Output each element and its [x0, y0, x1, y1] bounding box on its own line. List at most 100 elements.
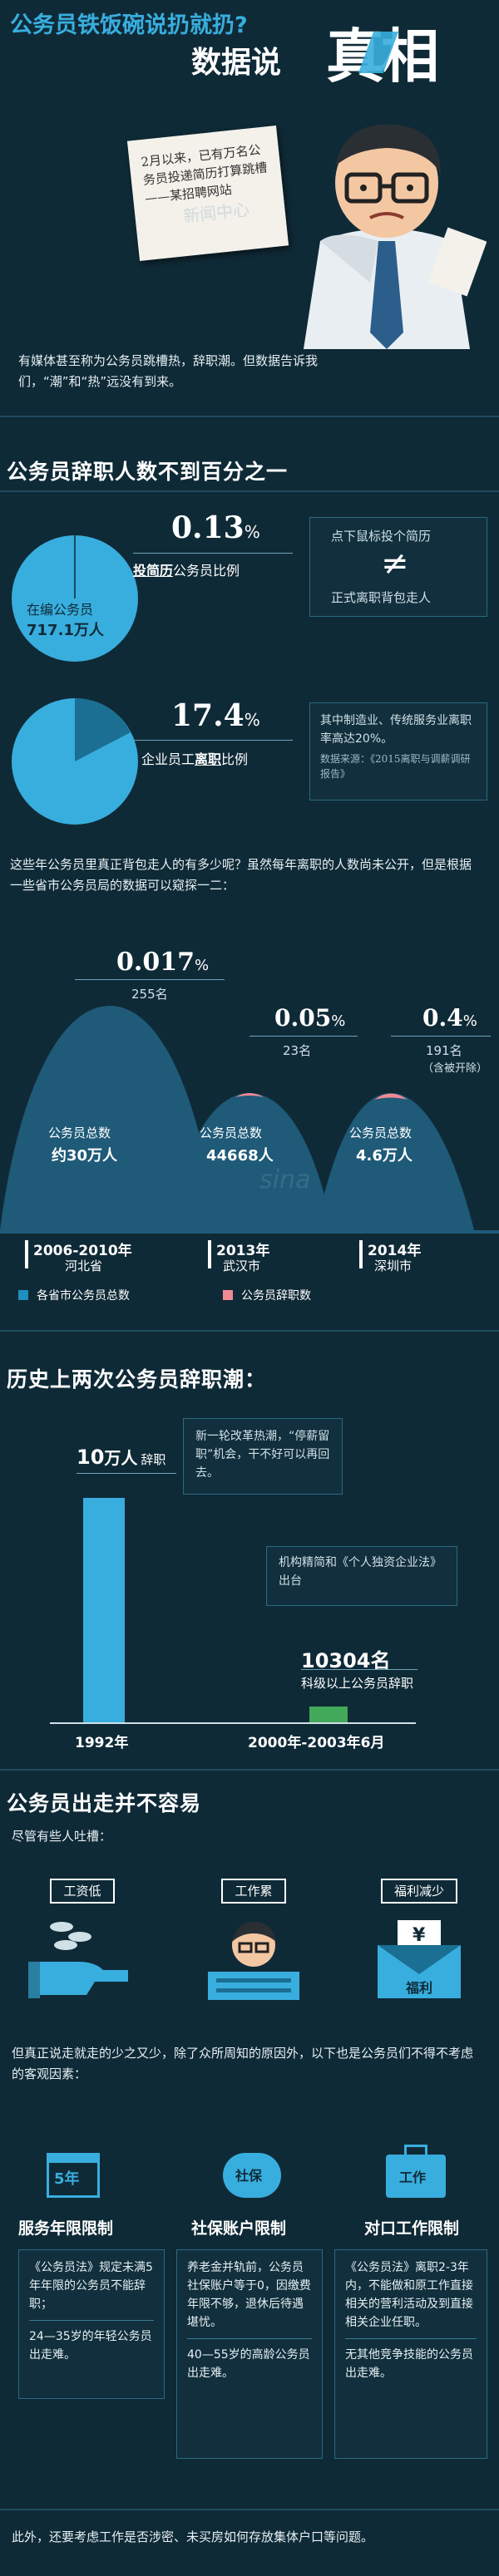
factor1-divider	[29, 2320, 154, 2321]
coins-hand-icon	[28, 1922, 128, 1998]
circle1-label2: 717.1万人	[27, 622, 104, 639]
place1: 河北省	[65, 1258, 103, 1273]
factor1-title: 服务年限限制	[18, 2219, 114, 2238]
legend-total-label: 各省市公务员总数	[37, 1289, 130, 1303]
year1: 2006-2010年	[33, 1243, 132, 1259]
stat1-desc-a: 投简历	[133, 563, 174, 579]
bar1-note-box: 新一轮改革热潮，“停薪留职”机会，干不好可以再回去。	[183, 1418, 343, 1495]
complaint-salary: 工资低	[25, 1879, 150, 2012]
compare-box	[309, 517, 487, 617]
civil-servant-circle	[12, 535, 138, 662]
bar1-line	[77, 1473, 176, 1474]
bar1-desc: 辞职	[141, 1452, 166, 1467]
stat1-underline	[133, 553, 293, 554]
peak3-count: 191名	[426, 1043, 462, 1058]
briefcase-handle	[404, 2145, 427, 2155]
bar1-value: 10	[77, 1446, 105, 1469]
bars-baseline	[50, 1722, 416, 1724]
peak2-count: 23名	[283, 1043, 312, 1058]
complaint-benefits: 福利减少 ¥ 福利	[358, 1879, 482, 2012]
total3-label: 公务员总数	[349, 1125, 413, 1140]
factor1-para2: 24—35岁的年轻公务员出走难。	[29, 2330, 152, 2362]
bar1-note: 新一轮改革热潮，“停薪留职”机会，干不好可以再回去。	[195, 1430, 330, 1480]
bar2-note-box: 机构精简和《个人独资企业法》出台	[266, 1546, 457, 1606]
header: 公务员铁饭碗说扔就扔? 数据说 真相 2月以来，已有万名公务员投递简历打算跳槽—…	[0, 0, 499, 389]
calendar-icon: 5年	[47, 2153, 100, 2198]
bar2-label: 2000年-2003年6月	[248, 1735, 385, 1751]
stat2-unit: %	[244, 710, 260, 730]
complaint-label: 福利减少	[381, 1879, 457, 1904]
peak2-pct-value: 0.05	[274, 1004, 332, 1032]
peak2-line	[250, 1036, 358, 1037]
peak2-pct-unit: %	[331, 1012, 346, 1030]
stat2-underline	[133, 740, 293, 741]
stat2-value: 17.4	[171, 698, 245, 733]
cartoon-official-icon	[304, 124, 487, 349]
calendar-text: 5年	[54, 2170, 80, 2188]
box1-text-b: 正式离职背包走人	[331, 590, 432, 605]
briefcase-text: 工作	[399, 2170, 427, 2185]
mountain-hebei	[0, 1006, 218, 1230]
stat2-desc-b: 离职	[195, 751, 222, 767]
tired-worker-icon	[208, 1922, 299, 2000]
divider	[0, 416, 499, 417]
stat1-value: 0.13	[171, 510, 245, 545]
stat1-desc-b: 公务员比例	[173, 563, 240, 579]
bar2-desc: 科级以上公务员辞职	[301, 1676, 414, 1691]
header-title-line2: 数据说	[191, 46, 282, 80]
legend-resign-label: 公务员辞职数	[241, 1289, 311, 1303]
peak3-line	[391, 1036, 491, 1037]
factor2-divider	[187, 2338, 312, 2339]
total3-value: 4.6万人	[356, 1147, 413, 1165]
factor1-box: 《公务员法》规定未满5年年限的公务员不能辞职； 24—35岁的年轻公务员出走难。	[18, 2249, 165, 2399]
stat1: 0.13%	[171, 510, 260, 545]
bar-1992	[83, 1498, 125, 1722]
complaint-tired: 工作累	[191, 1879, 316, 2012]
mountain-chart-svg	[0, 1006, 499, 1234]
paper-note-text: 2月以来，已有万名公务员投递简历打算跳槽——某招聘网站	[140, 142, 269, 206]
bar-2000-2003	[309, 1707, 348, 1722]
section2-title: 历史上两次公务员辞职潮：	[7, 1367, 267, 1391]
watermark: sina	[259, 1165, 311, 1194]
peak1-line	[75, 979, 225, 980]
total1-label: 公务员总数	[48, 1125, 111, 1140]
bar1-stat: 10万人 辞职	[77, 1445, 166, 1469]
year1-marker	[25, 1240, 28, 1268]
peak1-pct-value: 0.017	[116, 948, 195, 977]
factor3-para1: 《公务员法》离职2-3年内，不能做和原工作直接相关的营利活动及到直接相关企业任职…	[345, 2261, 473, 2329]
stat2-desc-c: 比例	[221, 751, 249, 767]
factor3-para2: 无其他竞争技能的公务员出走难。	[345, 2348, 473, 2380]
mountain-wuhan	[166, 1093, 333, 1230]
bar1-unit: 万人	[104, 1448, 138, 1468]
stat1-desc: 投简历公务员比例	[133, 559, 240, 579]
factor3-divider	[345, 2338, 477, 2339]
envelope-text: 福利	[406, 1980, 433, 1996]
stat2-desc-a: 企业员工	[141, 751, 195, 767]
factor3-box: 《公务员法》离职2-3年内，不能做和原工作直接相关的营利活动及到直接相关企业任职…	[334, 2249, 487, 2459]
peak1-pct-unit: %	[194, 957, 210, 974]
legend-total-swatch	[18, 1290, 28, 1300]
benefit-envelope-icon	[378, 1920, 461, 1998]
peak3-pct: 0.4%	[422, 1004, 477, 1032]
intro-text: 有媒体甚至称为公务员跳槽热，辞职潮。但数据告诉我们，“潮”和“热”远没有到来。	[18, 353, 319, 389]
not-equal-icon: ≠	[381, 544, 409, 583]
box1-text-a: 点下鼠标投个简历	[331, 529, 432, 544]
complaint-label: 工作累	[221, 1879, 286, 1904]
factor2-box: 养老金并轨前，公务员社保账户等于0，因缴费年限不够，退休后待遇堪忧。 40—55…	[176, 2249, 323, 2459]
year3: 2014年	[368, 1243, 422, 1259]
peak3-pct-value: 0.4	[422, 1004, 463, 1032]
bar2-note: 机构精简和《个人独资企业法》出台	[279, 1556, 442, 1588]
chart-intro-text: 这些年公务员里真正背包走人的有多少呢？虽然每年离职的人数尚未公开，但是根据一些省…	[10, 857, 472, 893]
piggy-bank-icon: 社保	[223, 2153, 281, 2198]
briefcase-icon: 工作	[386, 2145, 446, 2198]
stat2: 17.4%	[171, 698, 260, 733]
total2-value: 44668人	[206, 1147, 274, 1165]
footer-text: 此外，还要考虑工作是否涉密、未买房如何存放集体户口等问题。	[12, 2529, 374, 2544]
box2-source: 数据来源：《2015离职与调薪调研报告》	[320, 753, 471, 780]
bar2-line	[301, 1669, 417, 1670]
mountain-chart: 0.017% 255名 0.05% 23名 0.4% 191名 （含被开除） 公…	[0, 931, 499, 1330]
divider	[0, 490, 499, 492]
section3-intro2: 但真正说走就走的少之又少，除了众所周知的原因外，以下也是公务员们不得不考虑的客观…	[12, 2046, 474, 2081]
peak1-pct: 0.017%	[116, 948, 209, 977]
year3-marker	[359, 1240, 363, 1268]
